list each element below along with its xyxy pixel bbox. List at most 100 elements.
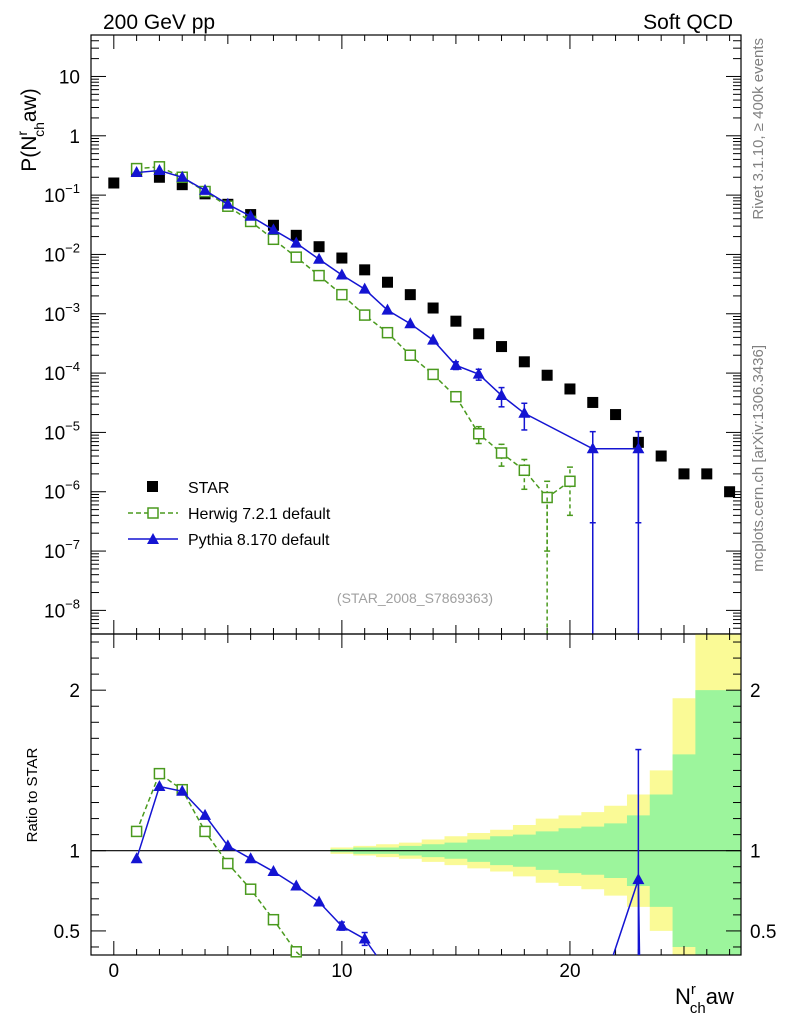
main-point-herwig — [358, 309, 371, 321]
main-y-tick-label: 10−8 — [44, 596, 80, 622]
main-point-pythia — [267, 223, 280, 235]
x-axis-title-sub: ch — [690, 1000, 706, 1017]
main-y-tick-label: 10−5 — [44, 418, 80, 444]
x-axis-title-main: N — [675, 984, 691, 1009]
main-point-star — [313, 241, 325, 253]
ratio-point-herwig — [222, 857, 234, 870]
ratio-point-pythia — [335, 919, 348, 931]
ratio-point-pythia — [267, 865, 280, 877]
main-point-star — [541, 369, 553, 381]
main-point-star — [564, 383, 576, 395]
main-y-tick-label: 10−7 — [44, 537, 80, 563]
main-point-pythia — [153, 163, 166, 175]
x-tick-label: 10 — [331, 961, 352, 982]
main-point-pythia — [358, 282, 371, 294]
main-point-pythia — [381, 303, 394, 315]
main-point-herwig — [427, 368, 439, 381]
main-ylabel: P(Nrchaw) — [14, 88, 47, 171]
main-ylabel-sub: ch — [31, 122, 47, 137]
ratio-y-tick-label: 2 — [69, 681, 80, 702]
main-plot: 10−8 10−7 10−6 10−5 10−4 10−3 10−2 10−1 1 10 — [44, 34, 742, 635]
main-point-herwig — [336, 288, 348, 301]
ratio-y-tick-label-right: 0.5 — [750, 922, 776, 943]
ratio-point-herwig — [199, 825, 211, 838]
main-point-star — [678, 468, 690, 480]
main-point-herwig — [450, 390, 462, 403]
ratio-point-pythia — [199, 808, 212, 820]
main-point-herwig — [313, 269, 325, 282]
ratio-ylabel: Ratio to STAR — [24, 747, 41, 842]
main-point-star — [701, 468, 713, 480]
main-point-star — [153, 171, 165, 183]
main-point-pythia — [449, 358, 462, 370]
ratio-point-pythia — [632, 873, 645, 885]
ratio-band-inner — [330, 690, 741, 955]
ratio-point-pythia — [290, 879, 303, 891]
main-y-tick-label: 10−2 — [44, 240, 80, 266]
ratio-plot: 0 10 20 0.5 0.5 1 1 2 2 — [54, 633, 776, 982]
main-point-star — [473, 328, 485, 340]
main-point-pythia — [404, 317, 417, 329]
main-y-tick-label: 10−4 — [44, 359, 80, 385]
rivet-label: Rivet 3.1.10, ≥ 400k events — [750, 38, 767, 220]
main-point-herwig — [381, 326, 394, 339]
legend-item-pythia: Pythia 8.170 default — [128, 532, 330, 549]
main-errorbar-herwig — [566, 466, 573, 517]
main-point-pythia — [495, 388, 508, 400]
main-point-herwig — [518, 464, 531, 477]
main-point-star — [404, 289, 416, 301]
ratio-frame — [90, 633, 742, 956]
main-point-pythia — [427, 333, 440, 345]
main-point-star — [655, 450, 667, 462]
legend-marker-star — [147, 481, 158, 492]
main-point-pythia — [313, 252, 326, 264]
legend-label-herwig: Herwig 7.2.1 default — [188, 506, 331, 523]
main-point-herwig — [495, 447, 508, 459]
ratio-point-pythia — [313, 895, 326, 907]
main-point-star — [359, 264, 371, 276]
ratio-point-pythia — [176, 784, 189, 796]
main-point-star — [108, 177, 120, 189]
main-point-herwig — [267, 233, 280, 246]
legend-label-star: STAR — [188, 480, 229, 497]
main-y-tick-label: 10−6 — [44, 478, 80, 504]
ratio-point-pythia — [130, 852, 143, 864]
legend: STAR Herwig 7.2.1 default Pythia 8.170 d… — [128, 480, 331, 549]
legend-item-star: STAR — [147, 480, 229, 497]
ratio-point-herwig — [130, 825, 143, 838]
svg-text:Nrchaw: Nr chaw — [675, 981, 734, 1017]
process-label: Soft QCD — [643, 11, 733, 34]
main-point-herwig — [290, 251, 303, 263]
main-y-tick-label: 1 — [69, 127, 80, 148]
main-point-star — [381, 276, 393, 288]
ratio-y-tick-label: 1 — [69, 842, 80, 863]
x-axis-title-sup: r — [691, 981, 696, 998]
legend-item-herwig: Herwig 7.2.1 default — [128, 506, 331, 523]
ratio-line-pythia-exit — [364, 938, 377, 956]
ratio-point-herwig — [244, 883, 257, 895]
main-point-pythia — [472, 367, 485, 379]
ratio-point-pythia — [358, 932, 371, 944]
main-point-pythia — [586, 442, 599, 454]
main-point-herwig — [564, 475, 576, 488]
ratio-y-tick-label: 0.5 — [54, 922, 80, 943]
main-point-star — [290, 229, 302, 241]
main-point-star — [518, 356, 530, 368]
main-point-star — [610, 409, 622, 421]
main-y-tick-label: 10 — [59, 67, 80, 88]
main-point-star — [496, 341, 508, 353]
main-point-herwig — [472, 427, 485, 440]
ratio-point-herwig — [267, 913, 280, 926]
main-point-herwig — [404, 349, 417, 361]
x-axis-title: Nr chaw — [675, 981, 734, 1017]
main-ylabel-tail: aw) — [18, 88, 41, 122]
main-y-tick-label: 10−1 — [44, 181, 80, 207]
x-axis-title-tail: aw — [706, 984, 734, 1009]
ratio-y-tick-label-right: 1 — [750, 842, 761, 863]
energy-label: 200 GeV pp — [103, 11, 215, 34]
main-point-pythia — [290, 236, 303, 248]
legend-marker-herwig — [147, 507, 159, 519]
main-point-star — [587, 396, 599, 408]
mcplots-label: mcplots.cern.ch [arXiv:1306.3436] — [750, 345, 767, 572]
